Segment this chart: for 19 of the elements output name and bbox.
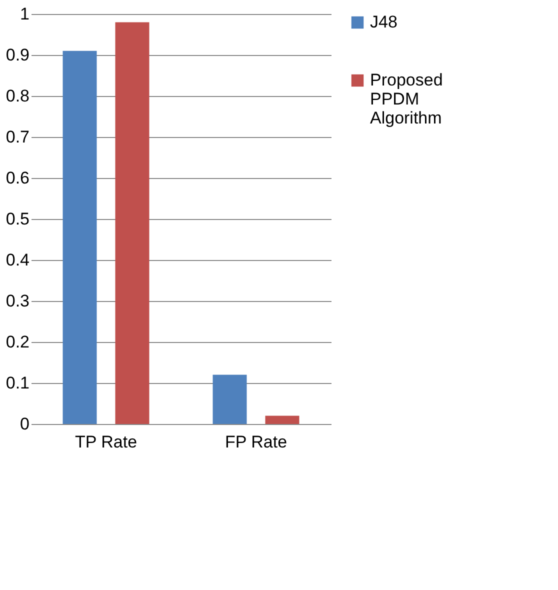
bar — [212, 374, 247, 424]
y-tick-label: 0.9 — [6, 46, 30, 64]
bar — [62, 50, 97, 424]
y-tick-label: 0.8 — [6, 86, 30, 106]
y-tick-label: 0.2 — [6, 332, 30, 352]
y-tick-label: 0.7 — [6, 128, 30, 146]
y-tick-label: 0.6 — [6, 168, 30, 188]
y-tick-label: 0.5 — [6, 210, 30, 228]
y-tick-label: 0.1 — [6, 374, 30, 392]
y-tick-label: 0.3 — [6, 292, 30, 310]
x-tick-label: FP Rate — [224, 432, 288, 452]
bar — [265, 416, 300, 424]
legend-label: J48 — [370, 12, 398, 32]
y-tick-label: 0.4 — [6, 250, 30, 270]
legend-label: Proposed PPDM Algorithm — [370, 70, 443, 128]
x-tick-label: TP Rate — [74, 432, 138, 452]
y-tick-label: 0 — [20, 414, 30, 434]
y-tick-label: 1 — [20, 4, 30, 24]
bar — [115, 22, 150, 424]
